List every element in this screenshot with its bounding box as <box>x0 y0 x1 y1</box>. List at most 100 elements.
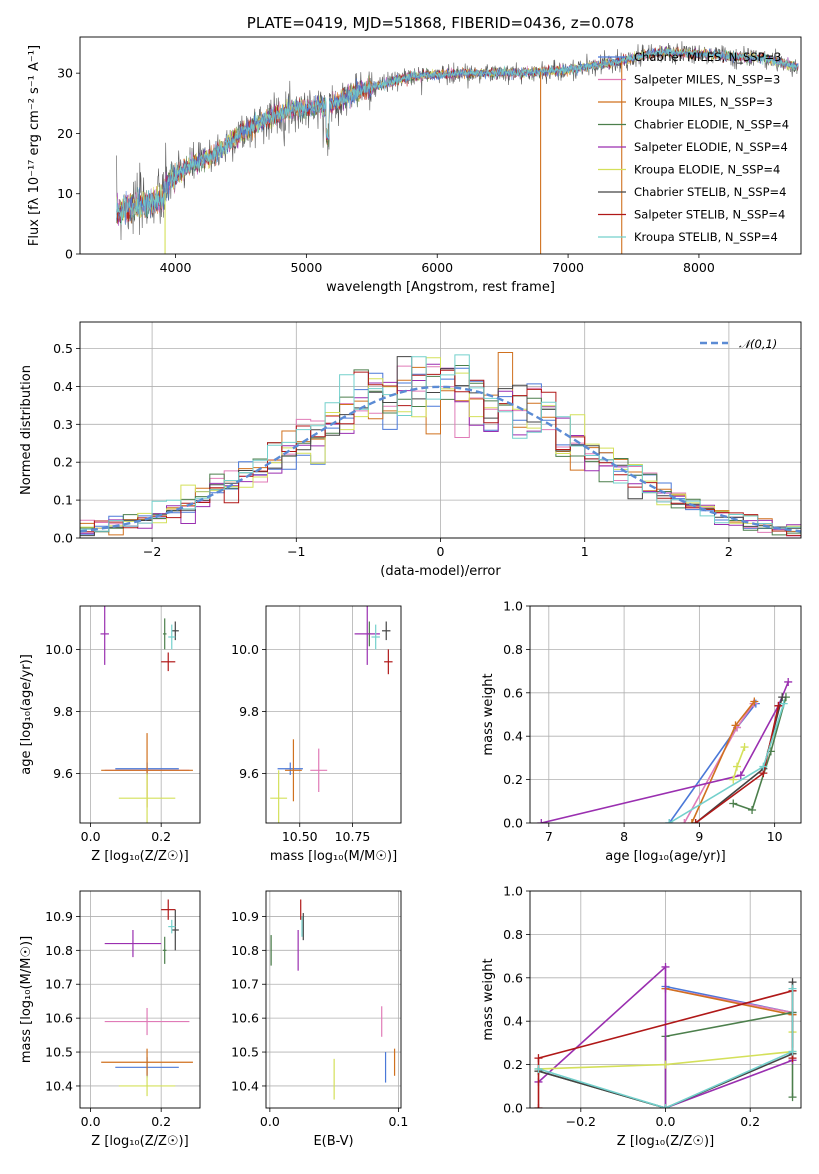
x-tick-label: 10 <box>767 829 783 844</box>
y-tick-label: 10.4 <box>231 1078 259 1093</box>
legend-label: Kroupa STELIB, N_SSP=4 <box>634 230 778 244</box>
y-tick-label: 9.8 <box>239 704 259 719</box>
weight-marker-chabrier-stelib <box>778 693 787 702</box>
weight-marker-chabrier-elodie <box>788 1093 797 1102</box>
plot-area <box>100 606 193 823</box>
y-tick-label: 10.9 <box>231 909 259 924</box>
x-tick-label: 2 <box>725 544 733 559</box>
panel-age_vs_mass: 10.50 10.75 9.6 9.8 10.0 mass [log₁₀(M/M☉)] <box>231 605 402 864</box>
x-tick-label: 10.50 <box>282 829 318 844</box>
y-tick-label: 10.7 <box>231 977 259 992</box>
x-tick-label: 0.1 <box>388 1114 408 1129</box>
y-tick-label: 10.8 <box>45 943 73 958</box>
weight-marker-chabrier-elodie <box>748 805 757 814</box>
y-tick-label: 0.3 <box>53 417 73 432</box>
panel-residual_hist: −2 −1 0 1 2 0.0 0.1 0.2 0.3 0.4 0.5 (data-model)/er… <box>19 321 802 579</box>
legend-label: Kroupa ELODIE, N_SSP=4 <box>634 163 780 177</box>
weight-marker-kroupa-stelib <box>779 699 788 708</box>
weight-marker-chabrier-elodie <box>729 799 738 808</box>
x-tick-label: 6000 <box>421 260 453 275</box>
legend-label: Chabrier MILES, N_SSP=3 <box>634 50 781 64</box>
y-tick-label: 9.8 <box>53 704 73 719</box>
y-tick-label: 0.2 <box>503 1057 523 1072</box>
weight-marker-kroupa-stelib <box>661 1104 670 1108</box>
y-tick-label: 10.9 <box>45 909 73 924</box>
legend-label: Salpeter ELODIE, N_SSP=4 <box>634 140 788 154</box>
x-axis-label: E(B-V) <box>313 1134 353 1149</box>
weight-marker-kroupa-stelib <box>534 1064 543 1073</box>
axes-frame <box>529 890 802 1109</box>
weight-marker-kroupa-elodie <box>729 775 738 784</box>
weight-marker-salpeter-stelib <box>534 1054 543 1063</box>
weight-marker-kroupa-miles <box>750 697 759 706</box>
x-tick-label: 0.2 <box>151 1114 171 1129</box>
y-axis-label: mass weight <box>481 673 496 755</box>
x-tick-label: 7000 <box>552 260 584 275</box>
weight-line-chabrier-elodie <box>733 696 787 812</box>
axes-frame <box>265 890 402 1109</box>
y-tick-label: 0.2 <box>53 455 73 470</box>
weight-marker-salpeter-stelib <box>774 701 783 710</box>
histogram-kroupa-elodie <box>80 357 801 538</box>
y-tick-label: 0.0 <box>503 1101 523 1116</box>
y-axis-label: Flux [fλ 10⁻¹⁷ erg cm⁻² s⁻¹ A⁻¹] <box>27 45 42 246</box>
x-tick-label: 0.0 <box>81 1114 101 1129</box>
y-tick-label: 10.5 <box>231 1045 259 1060</box>
y-tick-label: 10.7 <box>45 977 73 992</box>
legend-label: Salpeter MILES, N_SSP=3 <box>634 73 780 87</box>
weight-line-kroupa-miles <box>665 987 793 1016</box>
plot-area <box>270 606 393 823</box>
y-tick-label: 0.4 <box>503 729 523 744</box>
y-tick-label: 10.5 <box>45 1045 73 1060</box>
y-axis-label: age [log₁₀(age/yr)] <box>19 654 34 775</box>
weight-marker-salpeter-stelib <box>691 819 700 823</box>
figure-title: PLATE=0419, MJD=51868, FIBERID=0436, z=0… <box>247 14 634 32</box>
weight-marker-kroupa-stelib <box>788 984 797 993</box>
plot-area <box>80 352 801 538</box>
y-axis-label: Normed distribution <box>19 365 34 495</box>
histogram-kroupa-miles <box>80 352 801 538</box>
x-tick-label: 5000 <box>290 260 322 275</box>
weight-marker-salpeter-stelib <box>534 1104 543 1108</box>
x-axis-label: Z [log₁₀(Z/Z☉)] <box>91 849 188 864</box>
y-tick-label: 9.6 <box>53 766 73 781</box>
x-tick-label: 8 <box>620 829 628 844</box>
weight-marker-kroupa-elodie <box>733 762 742 771</box>
legend-label: Chabrier STELIB, N_SSP=4 <box>634 185 786 199</box>
histogram-kroupa-stelib <box>80 354 801 538</box>
y-tick-label: 0.4 <box>53 379 73 394</box>
y-tick-label: 0.4 <box>503 1014 523 1029</box>
y-tick-label: 10.0 <box>45 642 73 657</box>
y-tick-label: 30 <box>57 66 73 81</box>
y-tick-label: 10.0 <box>231 642 259 657</box>
y-tick-label: 0.5 <box>53 341 73 356</box>
x-tick-label: −2 <box>143 544 161 559</box>
y-axis-label: mass [log₁₀(M/M☉)] <box>19 936 34 1063</box>
panel-mass_vs_ebv: 0.0 0.1 10.4 10.5 10.6 10.7 10.8 10.9 E(B-V) <box>231 890 408 1149</box>
x-axis-label: (data-model)/error <box>380 564 501 579</box>
y-tick-label: 10.8 <box>231 943 259 958</box>
axes-frame <box>79 890 201 1109</box>
y-tick-label: 20 <box>57 126 73 141</box>
gaussian-curve <box>80 385 801 533</box>
y-tick-label: 1.0 <box>503 599 523 614</box>
plot-area <box>537 677 793 823</box>
x-axis-label: age [log₁₀(age/yr)] <box>605 849 726 864</box>
axes-frame <box>79 605 201 824</box>
plot-area <box>270 899 396 1100</box>
weight-marker-kroupa-elodie <box>661 1060 670 1069</box>
legend-label: Salpeter STELIB, N_SSP=4 <box>634 208 785 222</box>
y-tick-label: 10.6 <box>45 1011 73 1026</box>
plot-area <box>116 41 799 254</box>
axes-frame <box>265 605 402 824</box>
y-tick-label: 0.0 <box>53 531 73 546</box>
x-tick-label: 7 <box>545 829 553 844</box>
y-tick-label: 10 <box>57 186 73 201</box>
weight-marker-salpeter-miles <box>680 819 689 823</box>
y-tick-label: 0 <box>65 247 73 262</box>
plot-area <box>534 962 797 1108</box>
y-tick-label: 9.6 <box>239 766 259 781</box>
legend-label: 𝒩(0,1) <box>739 337 777 351</box>
x-tick-label: 0.0 <box>656 1114 676 1129</box>
panel-spectrum: 4000 5000 6000 7000 8000 0 10 20 30 wavelength [A… <box>27 14 802 295</box>
